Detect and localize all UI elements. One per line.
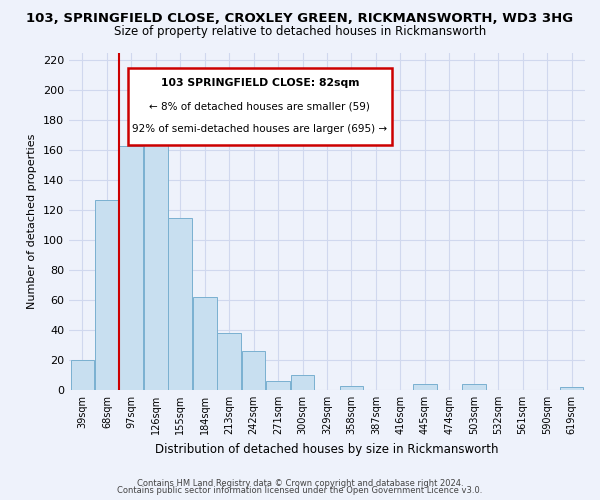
Bar <box>413 384 437 390</box>
X-axis label: Distribution of detached houses by size in Rickmansworth: Distribution of detached houses by size … <box>155 442 499 456</box>
Bar <box>560 387 583 390</box>
Bar <box>462 384 485 390</box>
Bar <box>95 200 119 390</box>
Bar <box>340 386 364 390</box>
Bar <box>242 351 265 390</box>
Text: Contains public sector information licensed under the Open Government Licence v3: Contains public sector information licen… <box>118 486 482 495</box>
FancyBboxPatch shape <box>128 68 392 146</box>
Bar <box>144 134 167 390</box>
Text: 103, SPRINGFIELD CLOSE, CROXLEY GREEN, RICKMANSWORTH, WD3 3HG: 103, SPRINGFIELD CLOSE, CROXLEY GREEN, R… <box>26 12 574 26</box>
Bar <box>119 146 143 390</box>
Bar <box>169 218 192 390</box>
Text: Size of property relative to detached houses in Rickmansworth: Size of property relative to detached ho… <box>114 25 486 38</box>
Text: 92% of semi-detached houses are larger (695) →: 92% of semi-detached houses are larger (… <box>133 124 388 134</box>
Text: 103 SPRINGFIELD CLOSE: 82sqm: 103 SPRINGFIELD CLOSE: 82sqm <box>161 78 359 88</box>
Bar <box>266 381 290 390</box>
Text: ← 8% of detached houses are smaller (59): ← 8% of detached houses are smaller (59) <box>149 102 370 112</box>
Bar <box>71 360 94 390</box>
Text: Contains HM Land Registry data © Crown copyright and database right 2024.: Contains HM Land Registry data © Crown c… <box>137 478 463 488</box>
Bar <box>217 333 241 390</box>
Bar <box>193 297 217 390</box>
Bar <box>290 375 314 390</box>
Y-axis label: Number of detached properties: Number of detached properties <box>28 134 37 309</box>
